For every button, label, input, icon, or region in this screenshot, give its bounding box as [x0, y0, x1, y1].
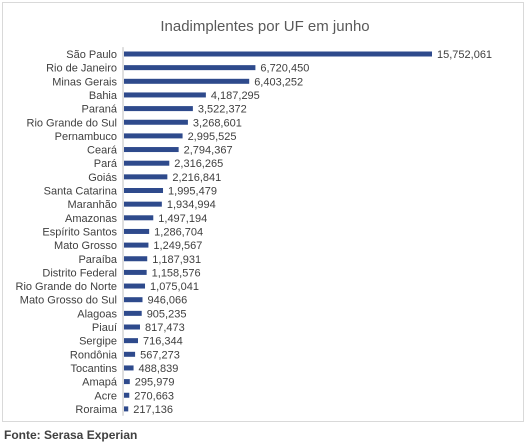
bar	[124, 106, 193, 112]
data-label: 488,839	[139, 363, 179, 375]
category-label: Bahia	[89, 90, 118, 102]
data-label: 1,497,194	[158, 213, 207, 225]
category-label: Alagoas	[77, 308, 117, 320]
bars-group: São Paulo 15,752,061 Rio de Janeiro 6,720,4…	[16, 47, 492, 416]
category-label: Sergipe	[79, 336, 117, 348]
data-label: 6,403,252	[254, 76, 303, 88]
category-label: Mato Grosso do Sul	[20, 295, 117, 307]
data-label: 946,066	[147, 295, 187, 307]
category-label: Ceará	[87, 145, 118, 157]
category-label: Piauí	[92, 322, 117, 334]
data-label: 295,979	[135, 377, 175, 389]
data-label: 1,934,994	[167, 199, 216, 211]
bar	[124, 51, 432, 57]
category-label: Paraíba	[78, 254, 117, 266]
category-label: Rio de Janeiro	[46, 63, 117, 75]
source-note: Fonte: Serasa Experian	[4, 428, 137, 442]
bar	[124, 174, 168, 180]
data-label: 905,235	[147, 308, 187, 320]
bar	[124, 392, 130, 398]
bar	[124, 160, 170, 166]
data-label: 1,249,567	[153, 240, 202, 252]
category-label: Amapá	[82, 377, 118, 389]
category-label: Rio Grande do Norte	[16, 281, 118, 293]
data-label: 3,522,372	[198, 104, 247, 116]
category-label: Santa Catarina	[44, 186, 118, 198]
data-label: 1,995,479	[168, 186, 217, 198]
data-label: 3,268,601	[193, 117, 242, 129]
category-label: Mato Grosso	[54, 240, 117, 252]
category-label: Tocantins	[71, 363, 118, 375]
data-label: 567,273	[140, 349, 180, 361]
data-label: 2,316,265	[174, 158, 223, 170]
bar	[124, 147, 179, 153]
data-label: 4,187,295	[211, 90, 260, 102]
category-label: Acre	[94, 390, 117, 402]
chart-title: Inadimplentes por UF em junho	[160, 18, 369, 35]
data-label: 2,995,525	[188, 131, 237, 143]
chart-frame: Inadimplentes por UF em junho São Paulo 1…	[2, 2, 524, 422]
bar	[124, 283, 146, 289]
category-label: Pará	[94, 158, 118, 170]
data-label: 6,720,450	[260, 63, 309, 75]
bar	[124, 78, 250, 84]
category-label: Maranhão	[67, 199, 117, 211]
bar-chart: Inadimplentes por UF em junho São Paulo 1…	[16, 18, 493, 416]
source-label: Fonte: Serasa Experian	[4, 428, 138, 442]
data-label: 15,752,061	[437, 49, 492, 61]
bar	[124, 338, 139, 344]
category-label: Minas Gerais	[52, 76, 117, 88]
bar	[124, 119, 188, 125]
bar	[124, 269, 147, 275]
data-label: 817,473	[145, 322, 185, 334]
category-label: Rio Grande do Sul	[27, 117, 118, 129]
bar	[124, 92, 206, 98]
bar	[124, 379, 130, 385]
bar	[124, 365, 134, 371]
bar	[124, 228, 150, 234]
category-label: São Paulo	[66, 49, 117, 61]
bar	[124, 324, 140, 330]
data-label: 1,286,704	[154, 226, 203, 238]
category-label: Espírito Santos	[42, 226, 117, 238]
bar	[124, 215, 154, 221]
category-label: Pernambuco	[55, 131, 117, 143]
bar	[124, 351, 136, 357]
data-label: 2,794,367	[184, 145, 233, 157]
category-label: Goiás	[88, 172, 117, 184]
category-label: Rondônia	[70, 349, 118, 361]
bar	[124, 133, 183, 139]
data-label: 1,075,041	[150, 281, 199, 293]
bar	[124, 242, 149, 248]
data-label: 1,187,931	[152, 254, 201, 266]
category-label: Distrito Federal	[42, 267, 117, 279]
category-label: Amazonas	[65, 213, 117, 225]
bar	[124, 406, 129, 412]
bar	[124, 201, 162, 207]
bar	[124, 310, 142, 316]
bar	[124, 256, 148, 262]
data-label: 2,216,841	[172, 172, 221, 184]
data-label: 1,158,576	[152, 267, 201, 279]
category-label: Roraima	[75, 404, 117, 416]
bar	[124, 65, 256, 71]
data-label: 217,136	[133, 404, 173, 416]
bar	[124, 188, 164, 193]
bar	[124, 297, 143, 303]
data-label: 716,344	[143, 336, 183, 348]
data-label: 270,663	[134, 390, 174, 402]
category-label: Paraná	[82, 104, 118, 116]
